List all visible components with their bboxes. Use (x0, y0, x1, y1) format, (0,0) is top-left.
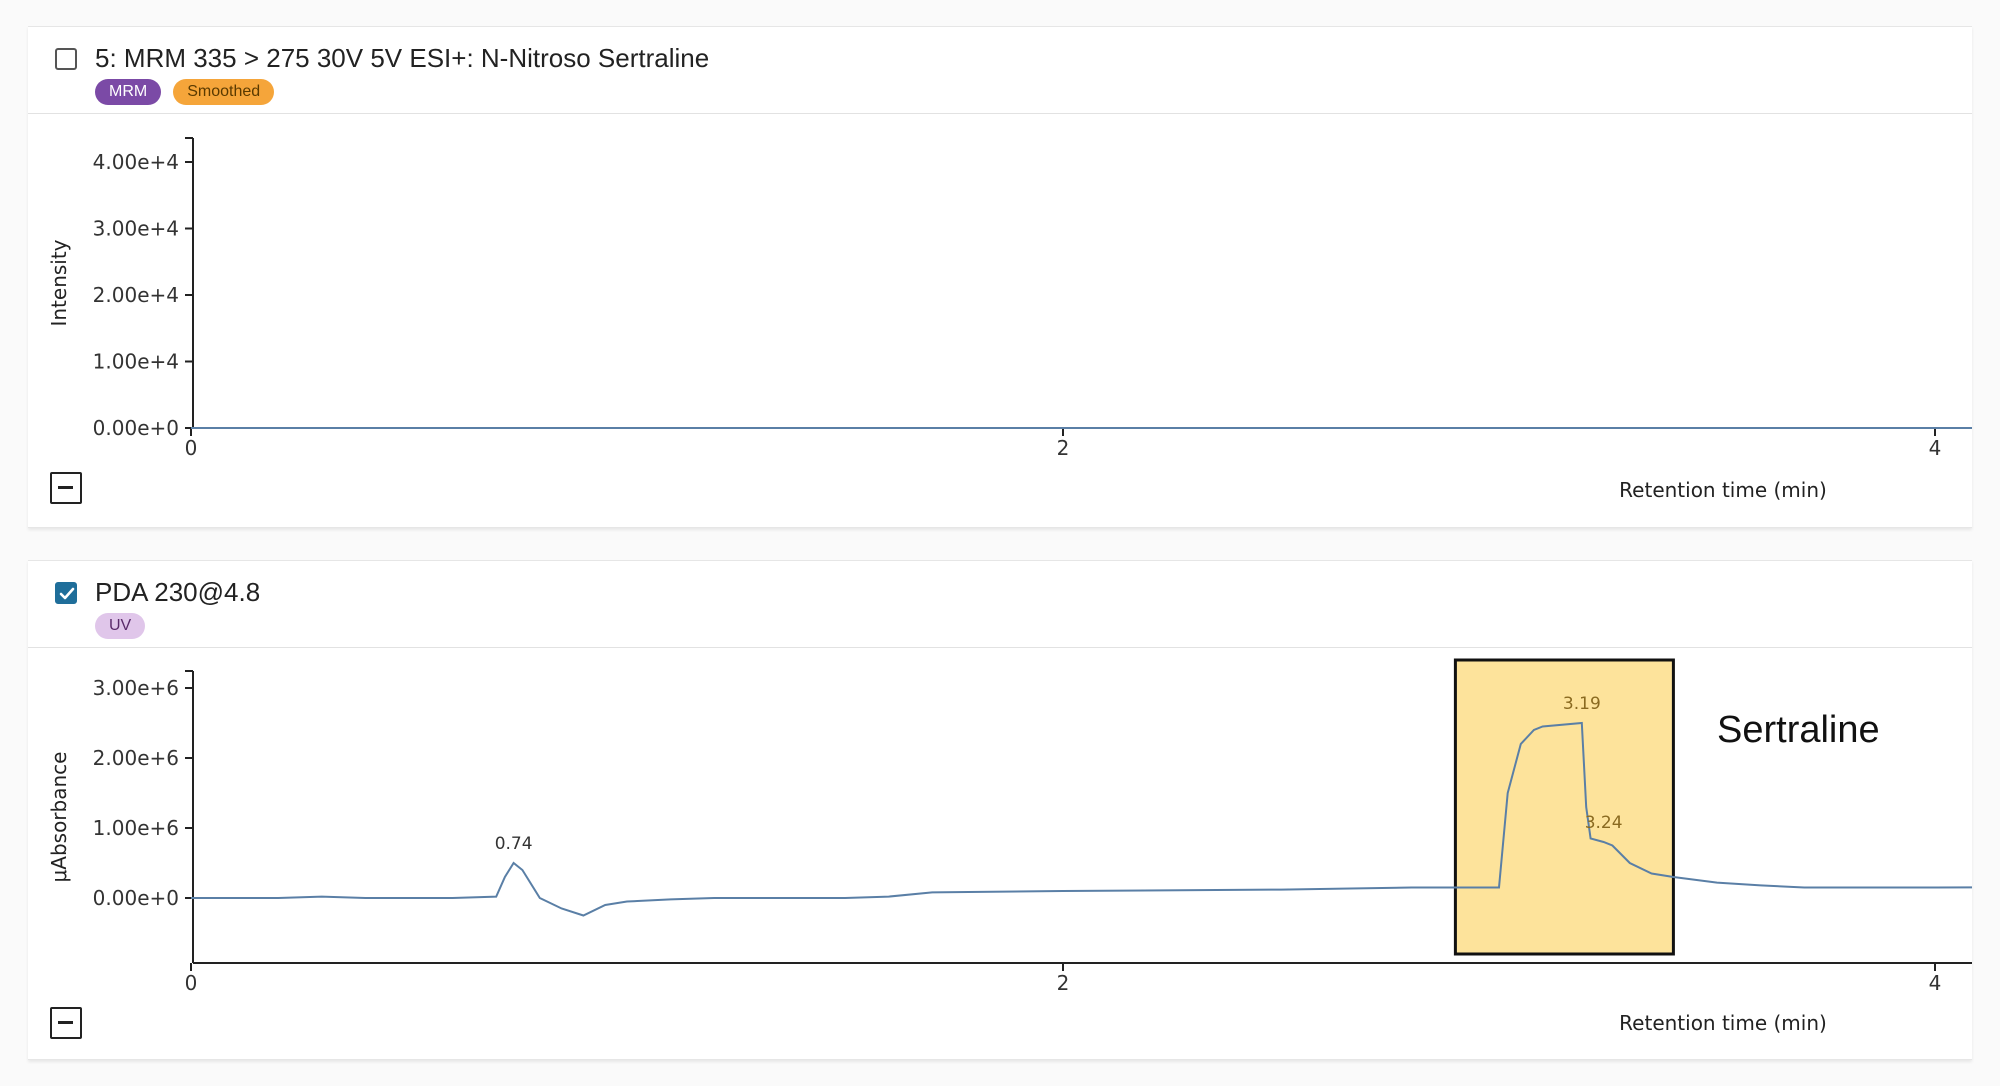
y-tick-label: 3.00e+6 (93, 676, 179, 700)
chromatogram-chart-mrm: 0.00e+01.00e+42.00e+43.00e+44.00e+402468… (47, 137, 1972, 502)
trace-checkbox[interactable] (55, 48, 77, 70)
x-tick-label: 0 (185, 436, 198, 460)
series-line (191, 427, 1972, 429)
y-axis-title: Intensity (47, 239, 71, 326)
peak-label: 0.74 (495, 834, 533, 854)
peak-annotation: Sertraline (1717, 709, 1880, 751)
x-tick-label: 2 (1057, 971, 1070, 995)
y-axis-title: μAbsorbance (47, 752, 71, 883)
panel-header: 5: MRM 335 > 275 30V 5V ESI+: N-Nitroso … (28, 27, 1972, 114)
checkmark-icon (59, 587, 75, 600)
trace-title: PDA 230@4.8 (95, 577, 261, 607)
badge-group: MRM Smoothed (95, 79, 275, 105)
trace-checkbox[interactable] (55, 582, 77, 604)
y-tick-label: 1.00e+4 (93, 350, 179, 374)
x-tick-label: 2 (1057, 436, 1070, 460)
x-axis-title: Retention time (min) (1619, 1011, 1827, 1035)
x-tick-label: 0 (185, 971, 198, 995)
peak-label: 3.19 (1563, 694, 1601, 714)
collapse-icon[interactable] (50, 1007, 82, 1039)
badge-uv: UV (95, 613, 146, 639)
y-tick-label: 0.00e+0 (93, 886, 179, 910)
x-tick-label: 4 (1929, 971, 1942, 995)
badge-smoothed: Smoothed (173, 79, 275, 105)
collapse-icon[interactable] (50, 472, 82, 504)
x-axis-title: Retention time (min) (1619, 478, 1827, 502)
y-tick-label: 0.00e+0 (93, 416, 179, 440)
trace-title: 5: MRM 335 > 275 30V 5V ESI+: N-Nitroso … (95, 43, 710, 73)
y-tick-label: 2.00e+6 (93, 746, 179, 770)
chromatogram-chart-pda: 0.00e+01.00e+62.00e+63.00e+602468Retenti… (47, 658, 1972, 1035)
highlight-box (1453, 658, 1675, 956)
y-tick-label: 3.00e+4 (93, 217, 179, 241)
peak-label: 3.24 (1585, 813, 1623, 833)
y-tick-label: 1.00e+6 (93, 816, 179, 840)
x-tick-label: 4 (1929, 436, 1942, 460)
series-line (191, 721, 1972, 917)
badge-mrm: MRM (95, 79, 162, 105)
panel-header: PDA 230@4.8 UV (28, 561, 1972, 648)
badge-group: UV (95, 613, 146, 639)
chromatogram-panel-mrm: 5: MRM 335 > 275 30V 5V ESI+: N-Nitroso … (28, 26, 1972, 528)
y-tick-label: 2.00e+4 (93, 283, 179, 307)
chromatogram-panel-pda: PDA 230@4.8 UV 0.00e+0 1.00e+6 2.00e+6 3.00… (28, 560, 1972, 1060)
y-tick-label: 4.00e+4 (93, 150, 179, 174)
